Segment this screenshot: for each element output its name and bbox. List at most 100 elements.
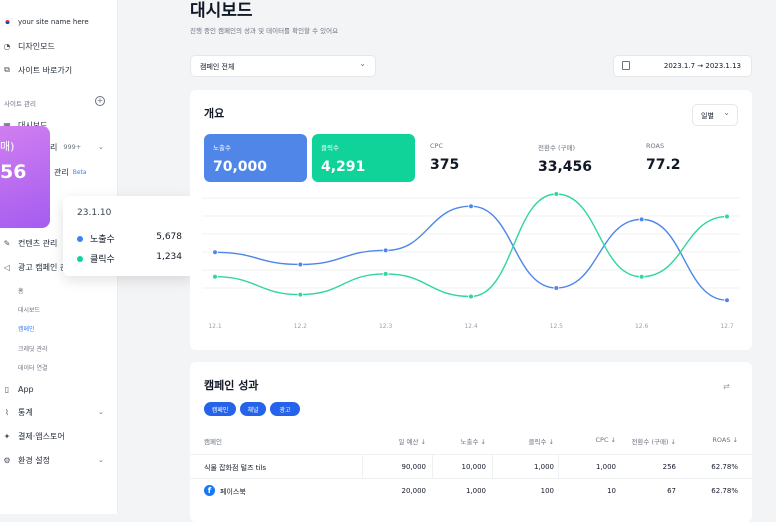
table-cell: 1,000 [465, 487, 486, 495]
edit-icon: ✎ [3, 238, 11, 248]
data-point[interactable] [724, 213, 730, 220]
data-point[interactable] [638, 273, 645, 280]
table-cell: 100 [540, 487, 554, 495]
column-header[interactable]: CPC ↓ [595, 436, 616, 444]
sidebar-item-stats[interactable]: ⌇ 통계 [0, 403, 33, 421]
tab-ad[interactable]: 광고 [270, 402, 300, 416]
kpi-roas[interactable]: ROAS 77.2 [637, 134, 737, 182]
table-cell: 1,000 [533, 463, 554, 471]
table-cell: 20,000 [401, 487, 427, 495]
main-content: 대시보드 진행 중인 캠페인의 성과 및 데이터를 확인할 수 있어요 캠페인 … [118, 0, 776, 522]
kpi-label: CPC [430, 142, 443, 150]
promo-card[interactable]: 매) 56 [0, 126, 50, 228]
kpi-impressions[interactable]: 노출수 70,000 [204, 134, 307, 182]
tab-campaign[interactable]: 캠페인 [204, 402, 236, 416]
data-point[interactable] [553, 285, 560, 291]
kpi-conversions[interactable]: 전환수 (구매) 33,456 [529, 134, 629, 182]
kpi-label: 클릭수 [321, 144, 339, 152]
chevron-down-icon[interactable]: ⌄ [98, 408, 104, 416]
campaign-name-cell[interactable]: 페이스북 [220, 488, 246, 496]
column-header[interactable]: 클릭수 ↓ [528, 438, 554, 446]
column-header[interactable]: ROAS ↓ [712, 436, 738, 444]
series-line-1[interactable] [214, 193, 728, 298]
data-point[interactable] [638, 216, 645, 223]
sidebar-item-settings[interactable]: ⚙ 환경 설정 [0, 451, 50, 469]
data-point[interactable] [468, 293, 474, 300]
sidebar-item-label: 사이트 바로가기 [18, 65, 73, 75]
chevron-down-icon: ⌄ [359, 59, 366, 68]
sidebar-item-label: 통계 [18, 407, 33, 417]
series-line-0[interactable] [214, 205, 728, 301]
grid-icon: ▦ [3, 120, 11, 130]
data-point[interactable] [212, 249, 218, 256]
sidebar-item-orders[interactable]: 리 999+ [50, 138, 81, 156]
data-point[interactable] [382, 271, 389, 277]
add-circle-icon[interactable]: + [95, 96, 105, 106]
store-icon: ✦ [3, 431, 11, 441]
table-row[interactable]: f 페이스북 20,000 1,000 100 10 67 62.78% [190, 478, 752, 502]
x-tick-label: 12.4 [464, 323, 478, 330]
sidebar-item-label: 리 [50, 142, 58, 152]
sidebar-item-content[interactable]: ✎ 컨텐츠 관리 [0, 234, 58, 252]
chevron-down-icon[interactable]: ⌄ [98, 456, 104, 464]
table-row[interactable]: 식물 잡화점 털즈 tils 90,000 10,000 1,000 1,000… [190, 454, 752, 479]
kpi-value: 70,000 [213, 159, 268, 175]
sub-item-home[interactable]: 홈 [18, 288, 24, 295]
phone-icon: ▯ [4, 384, 10, 394]
data-point[interactable] [382, 247, 389, 254]
dot-icon [77, 236, 83, 242]
data-point[interactable] [553, 191, 560, 197]
tooltip-label: 노출수 [90, 235, 115, 245]
campaign-name-cell[interactable]: 식물 잡화점 털즈 tils [204, 464, 267, 472]
column-header[interactable]: 일 예산 ↓ [398, 438, 426, 446]
sidebar-item-ad-campaign[interactable]: ◁ 광고 캠페인 관 [0, 258, 67, 276]
kpi-clicks[interactable]: 클릭수 4,291 [312, 134, 415, 182]
calendar-icon [622, 61, 630, 70]
chevron-down-icon[interactable]: ⌄ [98, 143, 104, 151]
sidebar-item-label: 컨텐츠 관리 [18, 238, 58, 248]
kpi-cpc[interactable]: CPC 375 [421, 134, 521, 182]
period-select[interactable]: 일별 ⌄ [692, 104, 738, 126]
campaign-select[interactable]: 캠페인 전체 ⌄ [190, 55, 376, 77]
sidebar-item-label: 광고 캠페인 관 [18, 262, 68, 272]
sidebar-item-site-shortcut[interactable]: ⧉ 사이트 바로가기 [0, 61, 72, 79]
sub-item-campaign[interactable]: 캠페인 [18, 326, 35, 333]
date-range-picker[interactable]: 2023.1.7 → 2023.1.13 [613, 55, 752, 77]
tab-channel[interactable]: 채널 [240, 402, 266, 416]
data-point[interactable] [724, 297, 730, 304]
dot-icon [77, 256, 83, 262]
sub-item-dashboard[interactable]: 대시보드 [18, 307, 41, 314]
data-point[interactable] [297, 291, 304, 298]
x-tick-label: 12.3 [379, 323, 393, 330]
sidebar-item-payment[interactable]: ✦ 결제·앱스토어 [0, 427, 65, 445]
sidebar-item-members[interactable]: 관리 Beta [54, 163, 87, 181]
sub-item-data-connect[interactable]: 데이터 연결 [18, 365, 48, 372]
overview-line-chart[interactable]: 12.1 12.2 12.3 12.4 12.5 12.6 12.7 [190, 186, 752, 338]
facebook-icon: f [204, 485, 215, 496]
filter-sliders-icon[interactable]: ⇄ [723, 382, 730, 391]
chart-tooltip: 23.1.10 노출수 5,678 클릭수 1,234 [63, 196, 194, 276]
sub-item-credit[interactable]: 크레딧 관리 [18, 346, 48, 353]
campaign-title: 캠페인 성과 [204, 379, 259, 392]
sidebar-item-dashboard[interactable]: ▦ 대시보드 [0, 116, 47, 134]
table-cell: 62.78% [711, 463, 738, 471]
data-point[interactable] [297, 261, 304, 268]
table-cell: 10 [607, 487, 616, 495]
kpi-value: 77.2 [646, 157, 681, 173]
overview-card: 개요 일별 ⌄ 노출수 70,000 클릭수 4,291 CPC 375 전환수… [190, 90, 752, 350]
x-tick-label: 12.2 [294, 323, 308, 330]
data-point[interactable] [468, 203, 474, 210]
table-cell: 1,000 [595, 463, 616, 471]
sidebar-item-design-mode[interactable]: ◔ 디자인모드 [0, 37, 55, 55]
column-header[interactable]: 캠페인 [204, 438, 222, 446]
column-header[interactable]: 노출수 ↓ [460, 438, 486, 446]
site-name-row[interactable]: your site name here [0, 13, 89, 31]
sidebar-item-label: 대시보드 [18, 120, 48, 130]
table-cell: 90,000 [401, 463, 427, 471]
column-header[interactable]: 전환수 (구매) ↓ [631, 438, 676, 446]
sidebar-item-app[interactable]: ▯ App [0, 380, 34, 398]
sidebar-item-label: 관리 [54, 167, 69, 177]
kpi-value: 375 [430, 157, 460, 173]
kpi-label: 노출수 [213, 144, 231, 152]
data-point[interactable] [212, 273, 218, 280]
